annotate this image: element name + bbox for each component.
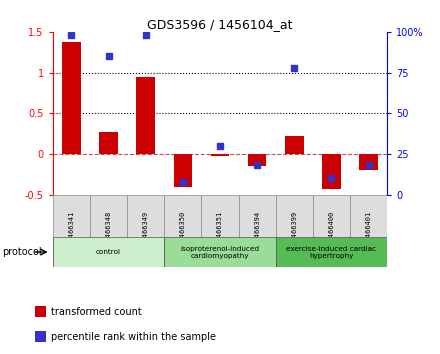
Text: GSM466399: GSM466399 [291, 211, 297, 249]
FancyBboxPatch shape [313, 195, 350, 266]
Text: percentile rank within the sample: percentile rank within the sample [51, 332, 216, 342]
Bar [322, 154, 341, 189]
FancyBboxPatch shape [164, 237, 276, 267]
FancyBboxPatch shape [276, 237, 387, 267]
FancyBboxPatch shape [53, 237, 164, 267]
Bar [35, 331, 46, 342]
Bar [248, 154, 267, 166]
Bar [35, 306, 46, 317]
Bar [173, 154, 192, 187]
FancyBboxPatch shape [202, 195, 238, 266]
FancyBboxPatch shape [53, 195, 90, 266]
Text: GSM466350: GSM466350 [180, 211, 186, 249]
Bar [359, 154, 378, 170]
FancyBboxPatch shape [164, 195, 202, 266]
FancyBboxPatch shape [127, 195, 164, 266]
Text: GSM466348: GSM466348 [106, 211, 111, 249]
FancyBboxPatch shape [350, 195, 387, 266]
Text: GSM466400: GSM466400 [329, 211, 334, 249]
Text: exercise-induced cardiac
hypertrophy: exercise-induced cardiac hypertrophy [286, 246, 377, 259]
Bar [62, 42, 81, 154]
Text: GSM466401: GSM466401 [366, 211, 372, 249]
Text: isoproterenol-induced
cardiomyopathy: isoproterenol-induced cardiomyopathy [180, 246, 260, 259]
Bar [99, 132, 118, 154]
FancyBboxPatch shape [276, 195, 313, 266]
FancyBboxPatch shape [90, 195, 127, 266]
Text: GSM466349: GSM466349 [143, 211, 149, 249]
Bar [285, 136, 304, 154]
Text: GSM466394: GSM466394 [254, 211, 260, 249]
Text: GSM466351: GSM466351 [217, 211, 223, 249]
Text: control: control [96, 249, 121, 255]
Text: GSM466341: GSM466341 [68, 211, 74, 249]
Bar [211, 154, 229, 156]
Bar [136, 77, 155, 154]
FancyBboxPatch shape [238, 195, 276, 266]
Text: protocol: protocol [2, 247, 42, 257]
Title: GDS3596 / 1456104_at: GDS3596 / 1456104_at [147, 18, 293, 31]
Text: transformed count: transformed count [51, 307, 141, 317]
